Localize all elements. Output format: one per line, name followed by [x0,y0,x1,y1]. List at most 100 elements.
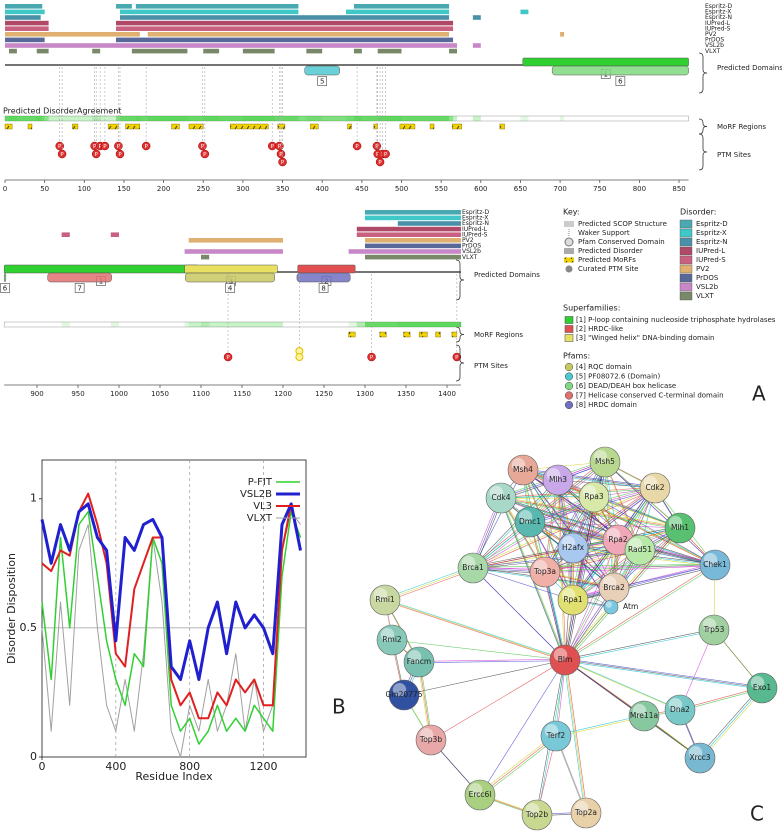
track-label: VLXT [705,48,720,55]
edge [419,660,566,663]
node-highlight [750,676,765,690]
ptm-symbol: P [98,144,102,150]
node-label: Gm20775 [386,690,423,699]
row-label: PTM Sites [717,151,751,159]
node-highlight [643,476,658,490]
disorder-swatch [679,291,693,301]
disorder-segment [356,226,461,232]
node-label: Top3b [419,735,442,744]
node [542,464,574,496]
morf-region [399,123,416,130]
pfam-domain [185,272,276,283]
disorder-segment [353,48,362,54]
key-item: Waker Support [578,229,630,237]
morf-region [72,123,79,130]
disorder-segment [365,243,461,249]
x-axis-label: Residue Index [135,770,213,783]
agreement-segment [116,116,132,121]
agreement-segment [365,322,461,327]
disorder-title: Disorder: [680,208,716,217]
agreement-segment [5,116,43,121]
node-label: Trp53 [703,625,725,634]
brace [455,344,465,382]
disorder-segment [345,9,450,15]
tick-label: 1050 [151,390,169,398]
track-label: PrDOS [705,37,724,44]
track-label: PrDOS [462,243,481,250]
pfam-label: [4] RQC domain [576,363,632,371]
edge [479,659,566,796]
morf-region [429,123,435,130]
legend-label: VL3 [253,501,272,512]
ptm-site [275,141,284,151]
node-highlight [702,618,717,632]
tick-label: 1350 [397,390,415,398]
edge [564,659,587,814]
morf-region [277,123,286,130]
disorder-segment [147,32,450,37]
ptm-site [276,149,286,159]
tick-label: 1300 [356,390,374,398]
track-label: IUPred-L [705,20,731,27]
x-tick-label: 1200 [250,760,278,773]
disorder-segment [365,215,461,221]
superfamily-swatch [564,316,574,324]
node-highlight [407,650,422,664]
brace [455,326,465,343]
track-label: PV2 [705,31,717,38]
superfamily-swatch [564,334,574,342]
morf-region [418,331,428,338]
ptm-site [223,352,233,362]
key-item: Predicted MoRFs [578,256,636,264]
disorder-swatch [679,246,693,256]
disorder-segment [560,32,565,37]
node [628,700,660,732]
disorder-segment [472,15,481,20]
node [746,672,778,704]
tick-label: 900 [30,390,43,398]
brace [698,118,708,135]
morf-region [27,123,33,130]
agreement-segment [5,116,458,121]
edge [563,658,761,687]
track-label: PV2 [462,237,474,244]
disorder-segment [119,15,450,20]
node-label: Rpa3 [584,492,604,501]
tick-label: 300 [236,185,249,193]
edge [384,567,474,601]
node-label: Brca2 [603,583,625,592]
node-highlight [419,728,434,742]
agreement-segment [242,116,275,121]
node-highlight [392,683,407,697]
node-highlight [489,486,504,500]
node-highlight [518,510,533,524]
agreement-segment [353,116,450,121]
agreement-segment [92,116,101,121]
agreement-segment [8,116,17,121]
disorder-swatch [679,264,693,274]
agreement-segment [135,116,299,121]
ptm-site [352,141,362,151]
node [415,724,447,756]
disorder-legend-label: Espritz-X [696,229,727,237]
edge [478,734,555,794]
morf-region [379,331,387,338]
node-highlight [668,698,683,712]
agreement-segment [353,116,362,121]
edge [386,601,567,662]
curated-site [295,353,304,361]
disorder-legend-label: VSL2b [696,283,719,291]
node-label: Mre11a [630,711,658,720]
superfamily-label: [3] "Winged helix" DNA-binding domain [576,334,714,342]
key-icon [565,265,573,273]
edge [564,487,655,660]
edge [472,564,715,568]
edge [481,737,558,797]
agreement-segment [119,116,299,121]
panel-label: A [752,382,766,406]
disorder-segment [306,48,323,54]
tick-label: 700 [553,185,566,193]
node-label: Rmi2 [382,635,402,644]
disorder-swatch [679,237,693,247]
superfamily-domain [3,264,198,274]
